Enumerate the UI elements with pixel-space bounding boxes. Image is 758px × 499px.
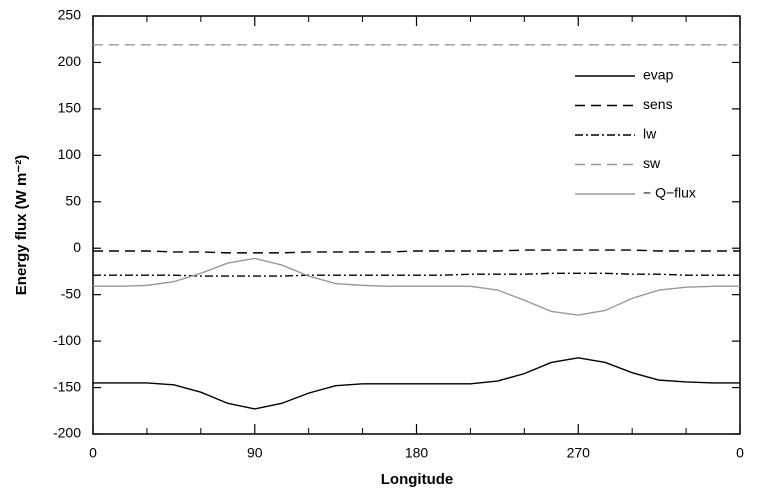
series-line	[93, 249, 740, 254]
y-tick-label: 50	[65, 192, 81, 208]
legend-label: sw	[643, 155, 661, 171]
y-tick-label: 250	[58, 7, 82, 23]
series-line	[93, 357, 740, 410]
y-tick-label: -200	[53, 425, 81, 441]
y-tick-label: 0	[73, 239, 81, 255]
series-line	[93, 257, 740, 316]
y-tick-label: -50	[61, 285, 81, 301]
y-tick-label: -100	[53, 332, 81, 348]
legend-label: lw	[643, 126, 657, 142]
x-tick-label: 180	[405, 445, 429, 461]
x-axis-label: Longitude	[381, 471, 453, 488]
x-tick-label: 0	[736, 445, 744, 461]
y-axis-label: Energy flux (W m⁻²)	[13, 155, 30, 295]
x-tick-label: 90	[247, 445, 263, 461]
y-tick-label: 200	[58, 53, 82, 69]
y-tick-label: -150	[53, 378, 81, 394]
y-tick-label: 100	[58, 146, 82, 162]
legend-label: evap	[643, 67, 674, 83]
series-line	[93, 272, 740, 277]
y-tick-label: 150	[58, 100, 82, 116]
legend-label: − Q−flux	[643, 185, 696, 201]
legend-label: sens	[643, 96, 673, 112]
x-tick-label: 0	[89, 445, 97, 461]
x-tick-label: 270	[567, 445, 591, 461]
